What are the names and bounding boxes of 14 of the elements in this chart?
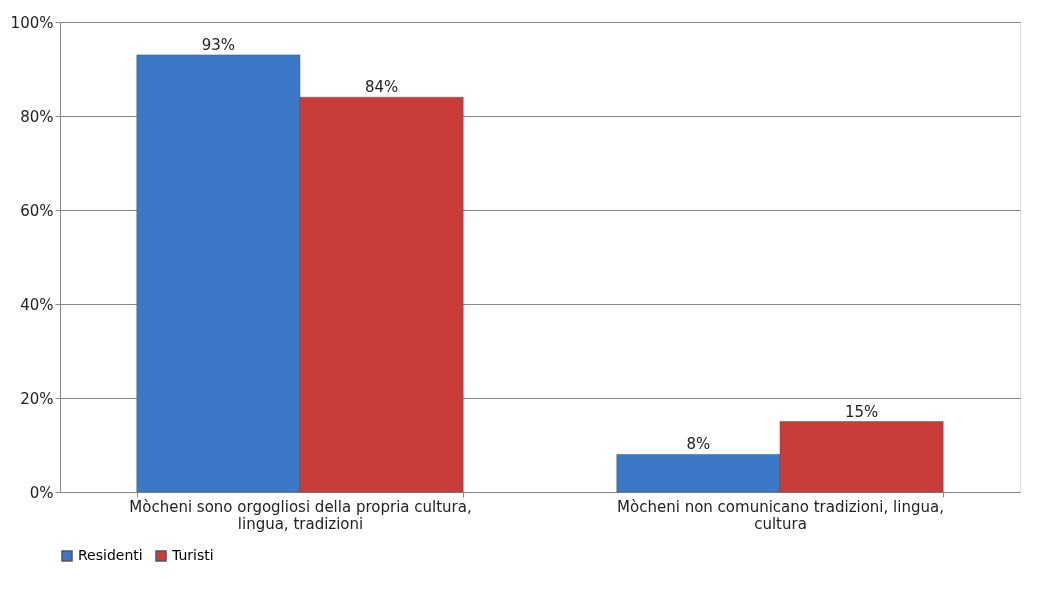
y-tick-label: 0% <box>29 483 54 502</box>
data-label: 93% <box>201 35 236 54</box>
data-label: 84% <box>364 78 399 97</box>
x-tick-label: Mòcheni non comunicano tradizioni, lingua, cultura <box>617 497 944 533</box>
data-label: 8% <box>686 435 711 454</box>
y-tick-label: 80% <box>20 107 54 126</box>
x-tick-label: Mòcheni sono orgogliosi della propria cultura, lingua, tradizioni <box>129 497 472 533</box>
y-tick-label: 40% <box>20 295 54 314</box>
y-tick-label: 60% <box>20 201 54 220</box>
legend-label: Residenti <box>78 547 143 563</box>
y-tick-label: 20% <box>20 389 54 408</box>
legend-label: Turisti <box>171 547 214 563</box>
data-label: 15% <box>844 402 879 421</box>
y-tick-label: 100% <box>10 13 54 32</box>
